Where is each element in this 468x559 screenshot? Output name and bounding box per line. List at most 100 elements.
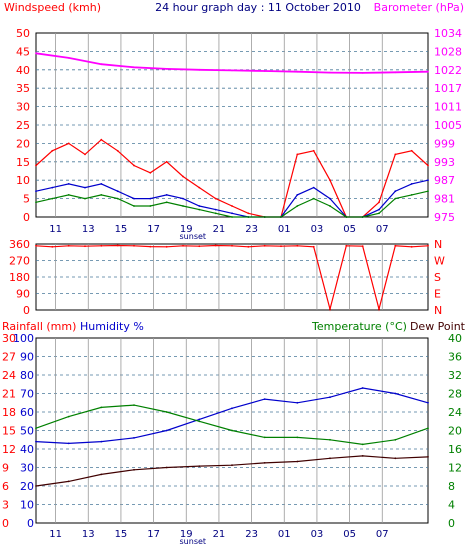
temp-tick-label: 8 (448, 480, 455, 493)
temp-tick-label: 40 (448, 332, 462, 345)
series-average-kmh--point (116, 190, 119, 193)
series-temperature-c--point (296, 436, 299, 439)
series-gust-kmh--point (100, 138, 103, 141)
x-tick-label: 21 (213, 529, 226, 540)
series-dew-point-point (100, 473, 103, 476)
series-gust-kmh--point (133, 164, 135, 167)
x-tick-label: 03 (311, 224, 324, 235)
temp-tick-label: 28 (448, 388, 462, 401)
series-barometer-hpa--point (67, 57, 70, 59)
baro-tick-label: 993 (434, 156, 455, 169)
series-dew-point-point (198, 465, 201, 467)
series-humidity--point (394, 392, 397, 395)
x-tick-label: 05 (343, 529, 356, 540)
baro-tick-label: 1022 (434, 64, 462, 77)
x-tick-label: 05 (343, 224, 356, 235)
plot-area (35, 32, 429, 218)
series-barometer-hpa--point (165, 68, 168, 70)
series-wind-kmh--point (51, 197, 54, 200)
series-wind-direction-point (67, 244, 70, 247)
series-average-kmh--point (84, 186, 86, 189)
series-humidity--point (296, 401, 299, 404)
humidity-tick-label: 90 (20, 351, 34, 364)
temp-tick-label: 12 (448, 462, 462, 475)
series-wind-direction-point (149, 245, 152, 248)
plot-area (35, 243, 429, 311)
x-tick-label: 15 (115, 529, 128, 540)
compass-tick-label: E (434, 288, 441, 301)
series-wind-kmh--point (378, 212, 380, 215)
rain-tick-label: 3 (2, 499, 9, 512)
series-average-kmh--point (198, 205, 201, 207)
series-wind-direction-point (116, 244, 119, 247)
windspeed-axis-label: Windspeed (kmh) (4, 1, 101, 14)
x-tick-label: 19 (180, 224, 193, 235)
direction-tick-label: 270 (9, 255, 30, 268)
series-barometer-hpa--point (35, 52, 37, 55)
series-wind-kmh--point (165, 201, 168, 204)
x-tick-label: 07 (376, 224, 389, 235)
series-wind-direction-point (100, 244, 103, 247)
wind-tick-label: 25 (16, 119, 30, 132)
humidity-tick-label: 70 (20, 388, 34, 401)
series-average-kmh--point (296, 194, 299, 196)
series-gust-kmh--point (35, 164, 37, 167)
series-temperature-c--point (198, 420, 201, 423)
series-wind-direction-point (198, 245, 201, 248)
series-gust-kmh--point (410, 149, 413, 152)
series-humidity--point (329, 396, 331, 399)
rain-tick-label: 15 (2, 425, 16, 438)
temp-tick-label: 4 (448, 499, 455, 512)
series-wind-kmh--point (394, 197, 397, 200)
series-gust-kmh--point (165, 160, 168, 163)
series-wind-direction-point (427, 244, 429, 247)
x-tick-label: 15 (115, 224, 128, 235)
series-gust-kmh--point (296, 153, 299, 156)
series-gust-kmh--point (231, 205, 233, 207)
series-average-kmh--point (149, 197, 152, 200)
series-barometer-hpa--point (296, 70, 299, 73)
series-humidity--point (67, 442, 70, 445)
temp-tick-label: 0 (448, 517, 455, 530)
humidity-tick-label: 100 (13, 332, 34, 345)
wind-tick-label: 30 (16, 101, 30, 114)
series-gust-kmh--point (84, 153, 86, 156)
series-temperature-c--point (231, 429, 233, 432)
series-barometer-hpa--point (263, 70, 266, 72)
series-average-kmh--point (165, 194, 168, 196)
series-dew-point-point (394, 457, 397, 460)
series-barometer-hpa--point (394, 71, 397, 74)
x-tick-label: 19 (180, 529, 193, 540)
x-tick-label: 23 (245, 529, 258, 540)
compass-tick-label: N (434, 304, 442, 317)
series-gust-kmh--point (116, 149, 119, 152)
series-wind-direction-point (231, 244, 233, 247)
series-wind-kmh--point (35, 201, 37, 204)
series-dew-point-point (165, 466, 168, 469)
humidity-tick-label: 30 (20, 462, 34, 475)
humidity-tick-label: 20 (20, 480, 34, 493)
series-average-kmh--point (35, 190, 37, 193)
series-wind-kmh--point (100, 194, 103, 196)
series-wind-kmh--point (67, 194, 70, 196)
temp-tick-label: 36 (448, 351, 462, 364)
series-gust-kmh--point (247, 212, 250, 215)
sunset-marker: sunset (180, 232, 207, 241)
series-humidity--point (198, 418, 201, 421)
series-humidity--point (100, 440, 103, 443)
series-gust-kmh--point (378, 201, 380, 204)
series-gust-kmh--point (214, 197, 217, 200)
direction-tick-label: 90 (16, 288, 30, 301)
series-temperature-c--point (100, 406, 103, 409)
series-wind-direction-point (263, 244, 266, 247)
humidity-tick-label: 40 (20, 443, 34, 456)
x-tick-label: 01 (278, 224, 291, 235)
wind-tick-label: 50 (16, 27, 30, 40)
baro-tick-label: 1034 (434, 27, 462, 40)
series-wind-direction-point (35, 244, 37, 247)
series-wind-direction-point (296, 244, 299, 247)
baro-tick-label: 981 (434, 193, 455, 206)
series-wind-direction-point (247, 245, 250, 248)
series-wind-kmh--point (329, 205, 331, 207)
series-average-kmh--point (214, 208, 217, 211)
